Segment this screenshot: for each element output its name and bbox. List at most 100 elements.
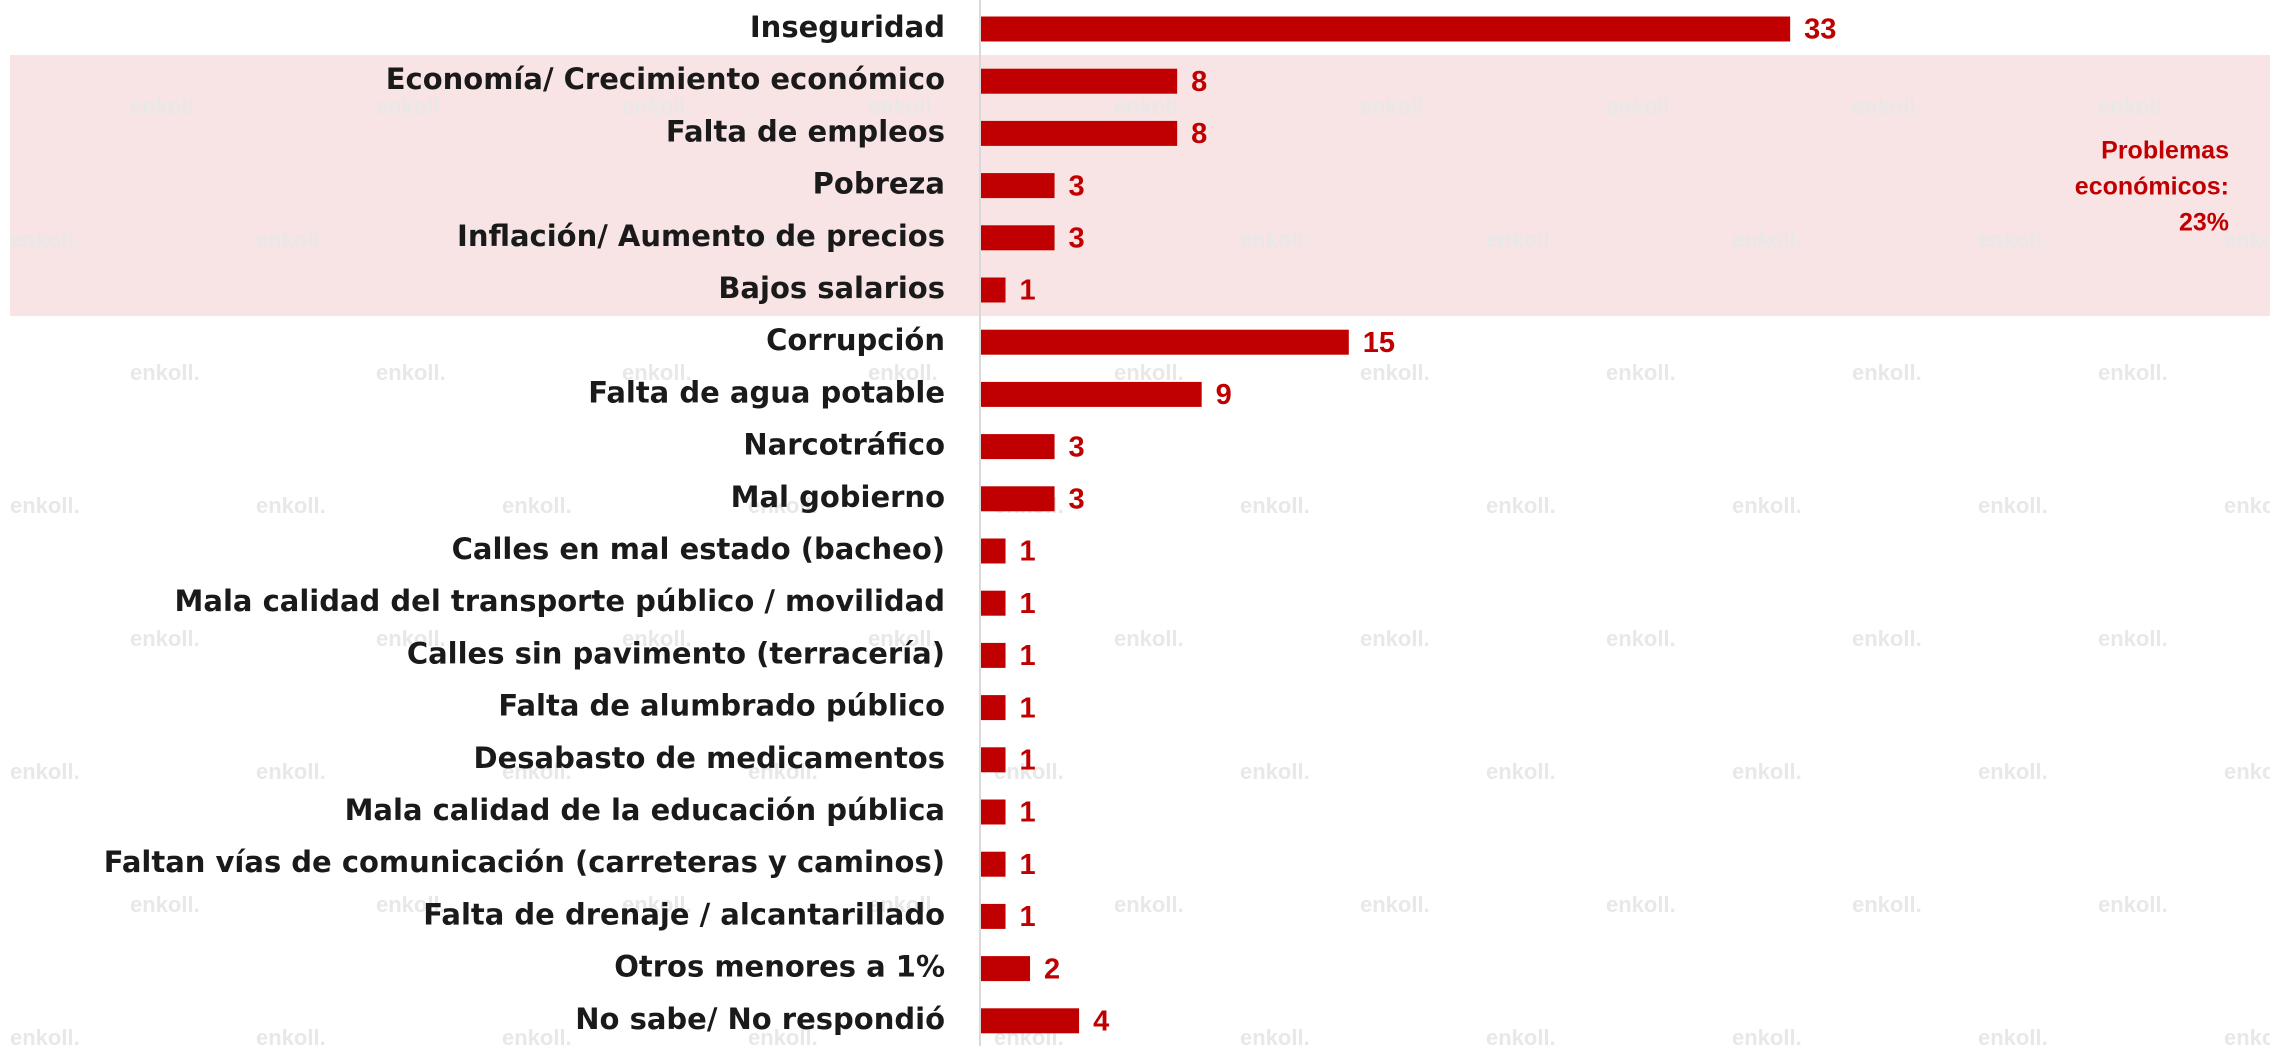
category-label: Narcotráfico [743, 428, 945, 462]
watermark: enkoll. [1486, 227, 1556, 252]
bar [981, 120, 1178, 146]
watermark: enkoll. [1978, 227, 2048, 252]
category-label: Mal gobierno [731, 480, 945, 514]
watermark: enkoll. [1732, 493, 1802, 518]
value-label: 3 [1069, 222, 1085, 254]
watermark: enkoll. [502, 759, 572, 784]
watermark: enkoll. [1486, 493, 1556, 518]
watermark: enkoll. [1978, 493, 2048, 518]
watermark: enkoll. [10, 759, 80, 784]
watermark: enkoll. [1360, 94, 1430, 119]
category-label: Otros menores a 1% [614, 950, 945, 984]
bar [981, 695, 1006, 721]
watermark: enkoll. [376, 94, 446, 119]
watermark: enkoll. [256, 493, 326, 518]
category-label: Calles sin pavimento (terracería) [407, 636, 945, 670]
category-label: Falta de alumbrado público [498, 689, 945, 723]
watermark: enkoll. [1852, 626, 1922, 651]
watermark: enkoll. [10, 227, 80, 252]
category-label: Inseguridad [750, 10, 945, 44]
watermark: enkoll. [868, 892, 938, 917]
watermark: enkoll. [1978, 759, 2048, 784]
category-label: Bajos salarios [718, 271, 945, 305]
annotation: Problemas [2101, 137, 2229, 165]
annotation: 23% [2179, 209, 2229, 237]
watermark: enkoll. [2224, 227, 2270, 252]
watermark: enkoll. [1360, 892, 1430, 917]
watermark: enkoll. [1486, 759, 1556, 784]
category-label: Inflación/ Aumento de precios [457, 219, 945, 253]
watermark: enkoll. [2224, 759, 2270, 784]
value-label: 1 [1020, 849, 1036, 881]
watermark: enkoll. [748, 759, 818, 784]
highlight-band [10, 55, 2270, 317]
bar [981, 434, 1055, 460]
watermark: enkoll. [1360, 626, 1430, 651]
watermark: enkoll. [130, 94, 200, 119]
watermark: enkoll. [256, 227, 326, 252]
watermark: enkoll. [1606, 626, 1676, 651]
bar [981, 956, 1031, 982]
watermark: enkoll. [502, 227, 572, 252]
watermark: enkoll. [2224, 493, 2270, 518]
watermark: enkoll. [1606, 892, 1676, 917]
watermark: enkoll. [1732, 227, 1802, 252]
watermark: enkoll. [622, 626, 692, 651]
category-label: Calles en mal estado (bacheo) [452, 532, 945, 566]
watermark: enkoll. [1240, 1025, 1310, 1046]
bar [981, 903, 1006, 929]
watermark: enkoll. [1852, 94, 1922, 119]
category-label: Corrupción [766, 323, 945, 357]
watermark: enkoll. [1360, 360, 1430, 385]
category-label: Desabasto de medicamentos [474, 741, 946, 775]
watermark: enkoll. [622, 892, 692, 917]
watermark: enkoll. [1114, 360, 1184, 385]
value-label: 3 [1069, 170, 1085, 202]
bar [981, 381, 1202, 407]
watermark: enkoll. [130, 360, 200, 385]
watermark: enkoll. [2098, 94, 2168, 119]
watermark: enkoll. [748, 1025, 818, 1046]
category-label: Faltan vías de comunicación (carreteras … [104, 845, 945, 879]
value-label: 33 [1804, 14, 1836, 46]
category-label: No sabe/ No respondió [575, 1002, 945, 1036]
watermark: enkoll. [376, 892, 446, 917]
bar [981, 747, 1006, 773]
value-label: 2 [1044, 953, 1060, 985]
category-label: Pobreza [813, 167, 945, 201]
value-label: 1 [1020, 275, 1036, 307]
watermark: enkoll. [994, 759, 1064, 784]
watermark: enkoll. [1486, 1025, 1556, 1046]
watermark: enkoll. [256, 1025, 326, 1046]
value-label: 1 [1020, 588, 1036, 620]
category-label: Falta de drenaje / alcantarillado [423, 897, 945, 931]
watermark: enkoll. [1852, 360, 1922, 385]
watermark: enkoll. [2224, 1025, 2270, 1046]
bar [981, 173, 1055, 199]
bar [981, 225, 1055, 251]
watermark: enkoll. [1606, 360, 1676, 385]
watermark: enkoll. [868, 360, 938, 385]
category-label: Mala calidad del transporte público / mo… [175, 584, 945, 618]
watermark: enkoll. [10, 1025, 80, 1046]
watermark: enkoll. [1606, 94, 1676, 119]
watermark: enkoll. [748, 227, 818, 252]
bar [981, 68, 1178, 94]
watermark: enkoll. [376, 360, 446, 385]
watermark: enkoll. [2098, 892, 2168, 917]
value-label: 3 [1069, 431, 1085, 463]
bar [981, 1008, 1080, 1034]
bar [981, 486, 1055, 512]
value-label: 4 [1093, 1005, 1109, 1037]
watermark: enkoll. [1114, 626, 1184, 651]
watermark: enkoll. [868, 626, 938, 651]
bar [981, 590, 1006, 616]
watermark: enkoll. [1732, 759, 1802, 784]
value-label: 1 [1020, 901, 1036, 933]
watermark: enkoll. [622, 94, 692, 119]
watermark: enkoll. [130, 626, 200, 651]
annotation: económicos: [2075, 173, 2229, 201]
category-label: Falta de agua potable [588, 375, 945, 409]
value-label: 1 [1020, 640, 1036, 672]
